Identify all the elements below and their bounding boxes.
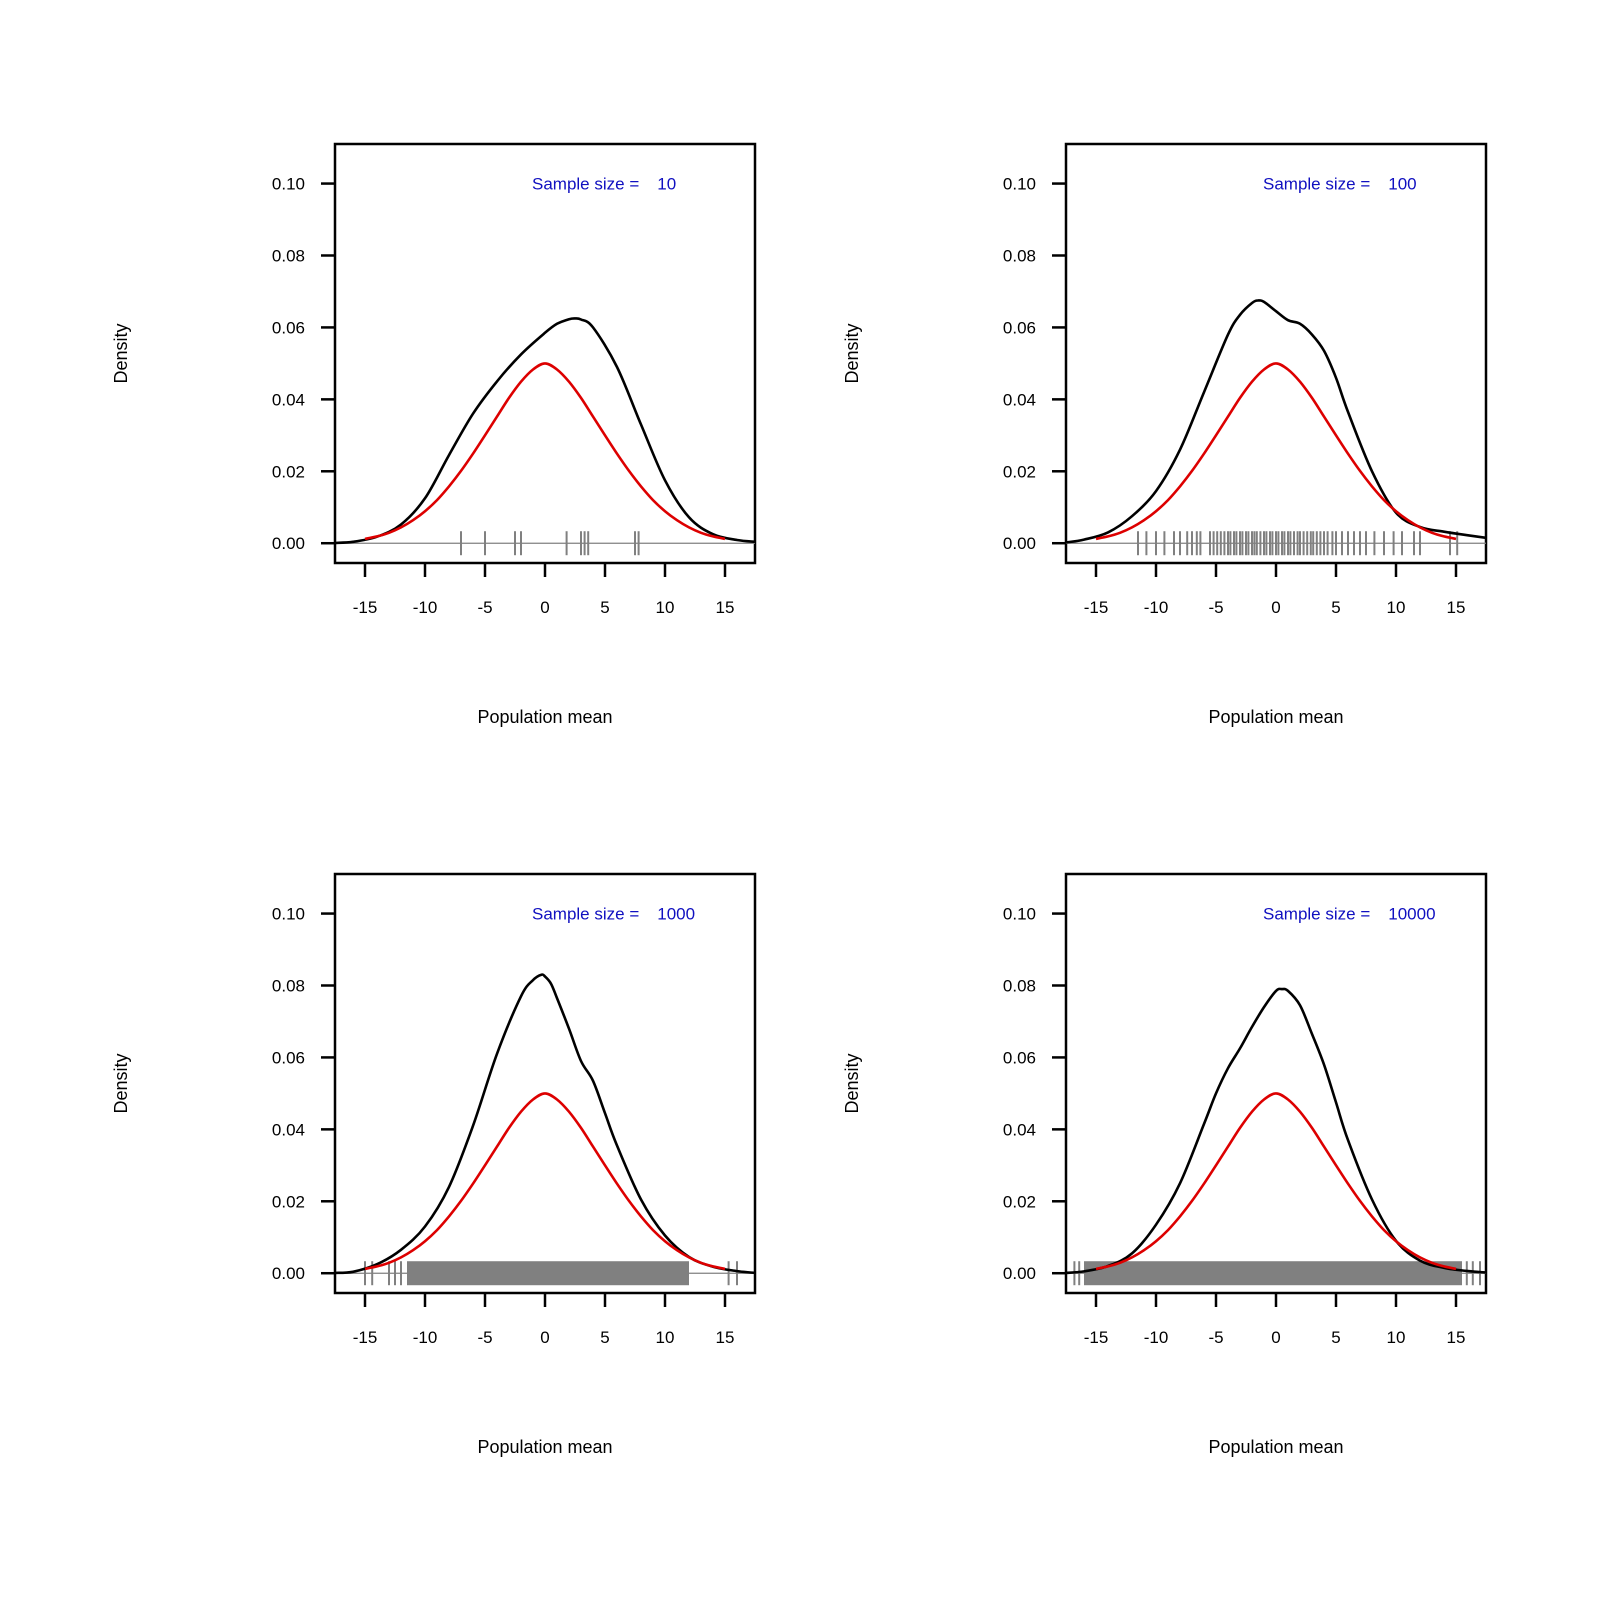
empirical-density-line bbox=[1066, 299, 1486, 544]
y-tick-label: 0.08 bbox=[1003, 246, 1036, 265]
y-tick-label: 0.02 bbox=[1003, 462, 1036, 481]
theoretical-density-line bbox=[1095, 362, 1457, 541]
y-tick-label: 0.10 bbox=[272, 175, 305, 194]
x-tick-label: 0 bbox=[540, 598, 549, 617]
x-axis-title: Population mean bbox=[1208, 1437, 1343, 1457]
y-axis-title: Density bbox=[111, 1053, 131, 1113]
y-axis-title: Density bbox=[842, 323, 862, 383]
x-axis-title: Population mean bbox=[1208, 707, 1343, 727]
y-tick-label: 0.04 bbox=[1003, 390, 1036, 409]
y-tick-label: 0.02 bbox=[272, 462, 305, 481]
x-tick-label: 5 bbox=[1331, 1328, 1340, 1347]
plot-frame bbox=[333, 872, 757, 1295]
y-tick-label: 0.04 bbox=[1003, 1120, 1036, 1139]
sample-size-value: 10000 bbox=[1388, 905, 1435, 924]
x-tick-label: 0 bbox=[1271, 598, 1280, 617]
plot-frame bbox=[1064, 142, 1488, 565]
x-tick-label: -10 bbox=[1144, 598, 1169, 617]
sample-size-value: 100 bbox=[1388, 175, 1416, 194]
y-tick-label: 0.08 bbox=[272, 976, 305, 995]
sample-size-label: Sample size = bbox=[1263, 175, 1370, 194]
x-tick-label: 10 bbox=[656, 1328, 675, 1347]
theoretical-density-line bbox=[364, 1092, 726, 1271]
y-axis-title: Density bbox=[842, 1053, 862, 1113]
y-tick-label: 0.04 bbox=[272, 390, 305, 409]
empirical-density-line bbox=[335, 973, 755, 1275]
chart-panel: -15 -10 -5 0 5 10 15 0.00 0.02 0.04 0.06 0.08 0.10 Po… bbox=[111, 872, 757, 1457]
x-tick-label: 5 bbox=[600, 1328, 609, 1347]
sample-size-annotation: Sample size = 10 bbox=[532, 175, 676, 194]
x-tick-label: 5 bbox=[600, 598, 609, 617]
x-tick-label: 0 bbox=[1271, 1328, 1280, 1347]
sample-size-value: 1000 bbox=[657, 905, 695, 924]
plot-frame bbox=[333, 142, 757, 565]
x-tick-label: -15 bbox=[1084, 1328, 1109, 1347]
sample-size-annotation: Sample size = 100 bbox=[1263, 175, 1417, 194]
y-tick-label: 0.10 bbox=[272, 905, 305, 924]
y-tick-label: 0.00 bbox=[272, 534, 305, 553]
x-tick-label: 5 bbox=[1331, 598, 1340, 617]
sample-size-annotation: Sample size = 1000 bbox=[532, 905, 695, 924]
x-tick-label: -15 bbox=[353, 598, 378, 617]
y-tick-label: 0.06 bbox=[1003, 318, 1036, 337]
sample-size-label: Sample size = bbox=[532, 175, 639, 194]
rug-band bbox=[407, 1261, 689, 1286]
y-tick-label: 0.08 bbox=[272, 246, 305, 265]
y-tick-label: 0.00 bbox=[1003, 534, 1036, 553]
y-axis-title: Density bbox=[111, 323, 131, 383]
x-tick-label: 10 bbox=[1387, 1328, 1406, 1347]
chart-panel: -15 -10 -5 0 5 10 15 0.00 0.02 0.04 0.06 0.08 0.10 Po… bbox=[111, 142, 757, 727]
chart-panel: -15 -10 -5 0 5 10 15 0.00 0.02 0.04 0.06 0.08 0.10 Po… bbox=[842, 872, 1488, 1457]
sample-size-label: Sample size = bbox=[1263, 905, 1370, 924]
y-tick-label: 0.06 bbox=[1003, 1048, 1036, 1067]
x-axis-title: Population mean bbox=[477, 707, 612, 727]
x-tick-label: 15 bbox=[1447, 598, 1466, 617]
y-tick-label: 0.02 bbox=[1003, 1192, 1036, 1211]
empirical-density-line bbox=[335, 317, 755, 545]
x-tick-label: -5 bbox=[477, 1328, 492, 1347]
x-tick-label: -5 bbox=[1208, 1328, 1223, 1347]
y-tick-label: 0.04 bbox=[272, 1120, 305, 1139]
theoretical-density-line bbox=[364, 362, 726, 541]
y-tick-label: 0.00 bbox=[1003, 1264, 1036, 1283]
y-tick-label: 0.06 bbox=[272, 318, 305, 337]
plot-frame bbox=[1064, 872, 1488, 1295]
x-axis-title: Population mean bbox=[477, 1437, 612, 1457]
y-tick-label: 0.02 bbox=[272, 1192, 305, 1211]
sample-size-annotation: Sample size = 10000 bbox=[1263, 905, 1436, 924]
x-tick-label: 15 bbox=[716, 1328, 735, 1347]
y-tick-label: 0.08 bbox=[1003, 976, 1036, 995]
empirical-density-line bbox=[1066, 987, 1486, 1275]
y-tick-label: 0.10 bbox=[1003, 905, 1036, 924]
sample-size-value: 10 bbox=[657, 175, 676, 194]
y-tick-label: 0.06 bbox=[272, 1048, 305, 1067]
x-tick-label: -10 bbox=[1144, 1328, 1169, 1347]
x-tick-label: 10 bbox=[1387, 598, 1406, 617]
rug-band bbox=[1084, 1261, 1462, 1286]
chart-panel: -15 -10 -5 0 5 10 15 0.00 0.02 0.04 0.06 0.08 0.10 Po… bbox=[842, 142, 1488, 727]
x-tick-label: 15 bbox=[716, 598, 735, 617]
x-tick-label: -10 bbox=[413, 1328, 438, 1347]
x-tick-label: -10 bbox=[413, 598, 438, 617]
y-tick-label: 0.10 bbox=[1003, 175, 1036, 194]
x-tick-label: -15 bbox=[1084, 598, 1109, 617]
x-tick-label: 0 bbox=[540, 1328, 549, 1347]
theoretical-density-line bbox=[1095, 1092, 1457, 1271]
x-tick-label: -5 bbox=[477, 598, 492, 617]
y-tick-label: 0.00 bbox=[272, 1264, 305, 1283]
x-tick-label: 10 bbox=[656, 598, 675, 617]
x-tick-label: 15 bbox=[1447, 1328, 1466, 1347]
sample-size-label: Sample size = bbox=[532, 905, 639, 924]
x-tick-label: -15 bbox=[353, 1328, 378, 1347]
x-tick-label: -5 bbox=[1208, 598, 1223, 617]
